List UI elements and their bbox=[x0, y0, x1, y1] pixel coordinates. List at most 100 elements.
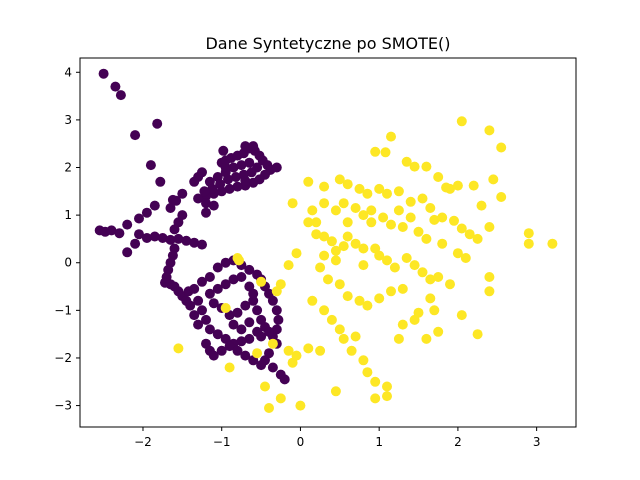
series-0-point-31 bbox=[171, 195, 182, 206]
series-0-point-107 bbox=[236, 324, 247, 335]
series-0-point-101 bbox=[240, 350, 251, 361]
series-1-point-120 bbox=[413, 307, 424, 318]
series-0-point-85 bbox=[201, 314, 211, 325]
series-0-point-145 bbox=[193, 193, 204, 204]
series-0-point-25 bbox=[189, 237, 200, 248]
series-0-point-49 bbox=[212, 262, 223, 273]
series-1-point-131 bbox=[307, 205, 318, 216]
series-1-point-94 bbox=[358, 355, 369, 366]
series-0-point-108 bbox=[244, 317, 255, 328]
series-0-point-157 bbox=[271, 162, 282, 173]
series-1-point-7 bbox=[409, 161, 420, 172]
series-1-point-71 bbox=[417, 267, 428, 278]
series-1-point-122 bbox=[425, 293, 436, 304]
series-0-point-126 bbox=[232, 181, 243, 192]
series-0-point-29 bbox=[177, 210, 188, 221]
series-1-point-118 bbox=[397, 319, 408, 330]
series-1-point-115 bbox=[234, 255, 244, 266]
series-1-point-74 bbox=[445, 279, 455, 290]
series-0-point-127 bbox=[224, 183, 235, 194]
series-1-point-39 bbox=[338, 198, 349, 209]
series-1-point-97 bbox=[382, 381, 392, 392]
series-0-point-105 bbox=[189, 310, 200, 321]
series-1-point-73 bbox=[433, 272, 444, 282]
series-0-point-138 bbox=[246, 167, 257, 178]
x-tick-label: 2 bbox=[454, 435, 462, 449]
series-0-point-156 bbox=[240, 175, 251, 186]
series-1-point-95 bbox=[362, 367, 373, 378]
series-1-point-92 bbox=[338, 333, 349, 344]
series-0-point-79 bbox=[244, 333, 255, 344]
series-1-point-56 bbox=[303, 217, 314, 228]
series-1-point-129 bbox=[358, 260, 369, 271]
series-0-point-32 bbox=[177, 188, 188, 199]
series-1-point-43 bbox=[378, 212, 389, 223]
series-0-point-83 bbox=[212, 329, 223, 340]
series-0-point-18 bbox=[134, 229, 144, 240]
series-1-point-20 bbox=[362, 188, 373, 199]
series-1-point-69 bbox=[401, 253, 412, 263]
series-1-point-42 bbox=[366, 217, 377, 228]
series-0-point-104 bbox=[193, 319, 204, 330]
series-0-point-53 bbox=[244, 264, 255, 275]
series-1-point-41 bbox=[358, 210, 369, 221]
series-1-point-89 bbox=[319, 305, 330, 316]
series-1-point-37 bbox=[303, 176, 314, 187]
series-0-point-147 bbox=[208, 200, 219, 211]
series-1-point-30 bbox=[456, 223, 467, 234]
series-1-point-98 bbox=[382, 391, 392, 402]
series-1-point-9 bbox=[433, 172, 444, 182]
series-0-point-19 bbox=[141, 233, 152, 243]
chart-title: Dane Syntetyczne po SMOTE() bbox=[205, 34, 450, 53]
series-0-point-44 bbox=[185, 300, 196, 311]
series-1-point-91 bbox=[334, 324, 345, 335]
series-1-point-62 bbox=[342, 231, 353, 242]
series-1-point-52 bbox=[484, 286, 495, 297]
series-0-point-124 bbox=[248, 177, 259, 188]
series-1-point-29 bbox=[449, 215, 459, 226]
x-tick-label: 0 bbox=[297, 435, 305, 449]
series-1-point-34 bbox=[523, 228, 534, 239]
series-1-point-2 bbox=[496, 142, 507, 153]
series-0-point-2 bbox=[115, 90, 126, 101]
series-1-point-4 bbox=[370, 146, 381, 157]
series-0-point-69 bbox=[208, 298, 219, 309]
series-1-point-45 bbox=[397, 222, 408, 232]
series-0-point-26 bbox=[197, 239, 207, 250]
y-tick-label: −3 bbox=[54, 399, 72, 413]
series-1-point-134 bbox=[319, 198, 330, 209]
series-0-point-0 bbox=[98, 68, 109, 79]
series-0-point-142 bbox=[215, 179, 226, 190]
series-0-point-143 bbox=[207, 183, 218, 194]
series-1-point-44 bbox=[386, 219, 396, 230]
series-1-point-33 bbox=[484, 222, 495, 232]
series-0-point-84 bbox=[204, 324, 215, 335]
series-0-point-47 bbox=[197, 276, 207, 287]
series-1-point-110 bbox=[267, 338, 278, 349]
series-0-point-155 bbox=[201, 207, 211, 218]
series-1-point-121 bbox=[429, 305, 440, 316]
series-0-point-80 bbox=[236, 336, 247, 347]
series-1-point-49 bbox=[452, 248, 463, 259]
series-1-point-46 bbox=[413, 226, 424, 237]
series-1-point-32 bbox=[472, 233, 483, 244]
series-0-point-59 bbox=[271, 305, 282, 316]
series-0-point-98 bbox=[216, 345, 227, 356]
series-1-point-132 bbox=[330, 205, 341, 216]
series-0-point-99 bbox=[224, 341, 235, 352]
x-axis: −2 −1 0 1 2 3 bbox=[134, 427, 540, 449]
series-1-point-38 bbox=[319, 181, 330, 192]
series-0-point-103 bbox=[256, 360, 267, 371]
series-1-point-83 bbox=[315, 262, 326, 273]
series-0-point-5 bbox=[145, 160, 156, 171]
series-1-point-123 bbox=[433, 326, 444, 337]
series-1-point-47 bbox=[421, 233, 432, 244]
series-1-point-72 bbox=[425, 274, 436, 285]
series-1-point-117 bbox=[220, 303, 231, 313]
series-0-point-68 bbox=[279, 374, 290, 385]
series-1-point-28 bbox=[437, 212, 448, 223]
series-0-point-6 bbox=[155, 176, 166, 187]
series-0-point-16 bbox=[122, 247, 133, 258]
series-0-point-21 bbox=[157, 233, 168, 243]
